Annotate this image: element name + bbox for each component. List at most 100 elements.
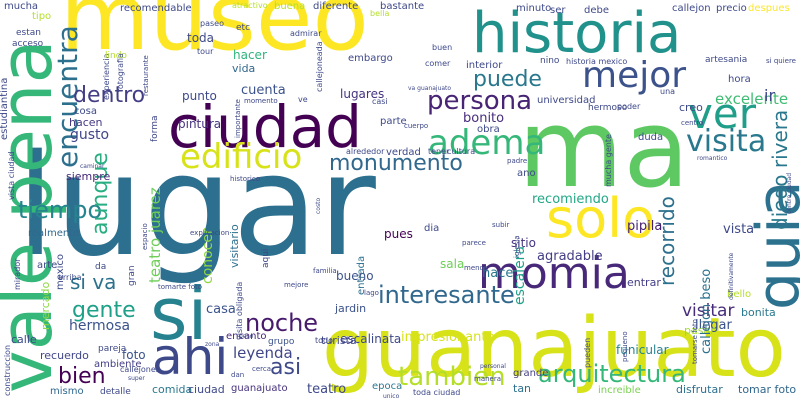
- word-lugar: lugar: [16, 125, 376, 288]
- word-visita-obligada: visita obligada: [235, 281, 244, 340]
- word-precio: precio: [716, 3, 747, 14]
- word-mejore: mejore: [284, 281, 309, 289]
- word-arte: arte: [37, 260, 58, 271]
- word-una: una: [660, 87, 676, 96]
- word-hacer: hacer: [233, 48, 267, 62]
- word-sitio: sitio: [511, 236, 536, 250]
- word-buen: buen: [432, 43, 453, 52]
- word-si: si: [150, 272, 208, 356]
- word-iglesia: iglesia: [513, 235, 521, 258]
- word-tener: tener: [428, 147, 450, 156]
- word-noche: noche: [245, 309, 319, 337]
- word-restaurante: restaurante: [142, 55, 150, 96]
- word-toda-ciudad: toda ciudad: [413, 388, 461, 397]
- word-vista: vista: [723, 222, 755, 237]
- word-centro: centro: [681, 119, 704, 127]
- word-realmente: realmente: [28, 228, 80, 239]
- word-fotografia: fotografia: [116, 53, 125, 92]
- word-etc: etc: [236, 23, 251, 33]
- word-super: super: [128, 375, 145, 382]
- word-dentro: dentro: [73, 83, 146, 108]
- word-recomiendo: recomiendo: [532, 192, 609, 207]
- word-mucha-gente: mucha gente: [604, 134, 613, 187]
- word-turista: turista: [321, 334, 357, 347]
- word-ir: ir: [764, 86, 776, 105]
- word-personal: personal: [480, 363, 506, 370]
- word-mercado: mercado: [39, 281, 52, 330]
- word-parece: parece: [462, 239, 486, 247]
- word-parte: parte: [380, 116, 407, 127]
- word-tan: tan: [513, 382, 532, 395]
- word-tambien: tambien: [398, 362, 506, 392]
- word-sala: sala: [440, 257, 465, 271]
- word-embargo: embargo: [348, 53, 393, 64]
- word-alrededor: alrededor: [346, 147, 385, 156]
- word-debe: debe: [584, 5, 609, 16]
- word-vida: vida: [232, 62, 256, 75]
- word-casi: casi: [372, 97, 388, 106]
- word-excelente: excelente: [715, 90, 789, 108]
- word-mexico: mexico: [55, 253, 66, 290]
- word-forma: forma: [150, 115, 160, 143]
- word-grande: grande: [513, 368, 549, 379]
- word-unico: unico: [383, 393, 400, 400]
- word-artesania: artesania: [705, 55, 748, 65]
- word-bien: bien: [58, 364, 106, 389]
- word-dia: dia: [424, 223, 440, 234]
- word-cuenta: cuenta: [241, 83, 286, 98]
- word-adema: adema: [428, 123, 546, 163]
- word-visitar: visitar: [682, 301, 735, 321]
- word-puede: puede: [473, 67, 542, 92]
- word-toda: toda: [187, 31, 215, 45]
- word-arriba: arriba: [58, 273, 82, 282]
- word-ciudad: ciudad: [188, 383, 225, 396]
- word-poder: poder: [617, 102, 641, 111]
- word-historia-mexico: historia mexico: [566, 57, 628, 66]
- word-momia: momia: [478, 248, 630, 299]
- word-minuto: minuto: [516, 3, 552, 14]
- word-gran: gran: [127, 265, 137, 286]
- word-interior: interior: [466, 60, 503, 71]
- word-construccion: construccion: [3, 344, 12, 396]
- word-dan: dan: [231, 371, 245, 379]
- word-importante: importante: [234, 99, 242, 138]
- word-solo: solo: [546, 187, 656, 250]
- word-buena: buena: [274, 1, 306, 12]
- word-gente: gente: [72, 298, 136, 323]
- word-bello: bello: [727, 289, 752, 300]
- word-gusto: gusto: [70, 127, 110, 143]
- word-teatro-juarez: teatro juarez: [146, 187, 164, 283]
- word-callejoneada: callejoneada: [315, 41, 324, 92]
- word-asi: asi: [270, 355, 302, 380]
- word-padre: padre: [507, 157, 528, 165]
- word-tipo: tipo: [32, 11, 52, 22]
- word-si-va: si va: [70, 270, 117, 294]
- word-ser: ser: [550, 5, 566, 16]
- word-cosa: cosa: [74, 106, 97, 117]
- word-caminar: caminar: [80, 163, 105, 170]
- word-foto: foto: [122, 348, 146, 362]
- word-creo: creo: [679, 101, 703, 114]
- word-monumento: monumento: [329, 151, 463, 176]
- word-interesante: interesante: [378, 281, 515, 309]
- word-zona: zona: [205, 341, 220, 348]
- word-hermoso: hermoso: [588, 103, 628, 113]
- word-agradable: agradable: [537, 249, 603, 264]
- word-mirador: mirador: [13, 258, 22, 290]
- word-comida: comida: [152, 383, 193, 396]
- word-momento: momento: [244, 97, 278, 105]
- word-da: da: [95, 262, 107, 272]
- word-siempre: siempre: [66, 170, 111, 183]
- word-definitivamente: definitivamente: [728, 252, 735, 300]
- word-recorrido: recorrido: [655, 196, 679, 286]
- word-despues: despues: [748, 3, 790, 14]
- word-verdad: verdad: [386, 147, 421, 158]
- word-estan: estan: [16, 28, 41, 38]
- word-jardin: jardin: [335, 302, 367, 315]
- word-explicacion: explicacion: [190, 229, 230, 237]
- word-ver: ver: [688, 89, 756, 138]
- word-estudiantina: estudiantina: [0, 77, 10, 140]
- word-nino: nino: [540, 56, 560, 66]
- word-obra: obra: [477, 124, 500, 135]
